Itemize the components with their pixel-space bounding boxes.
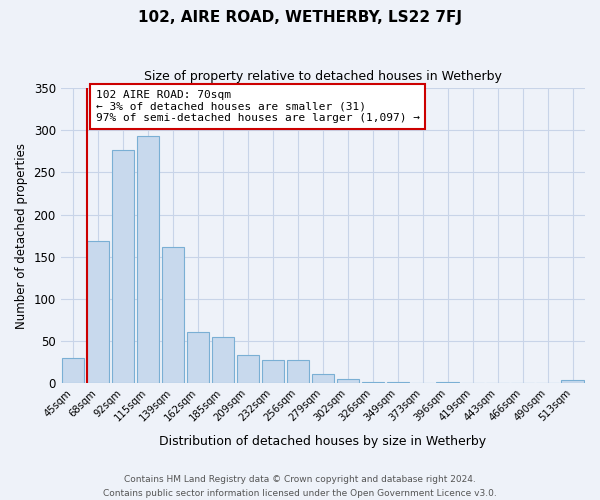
Bar bbox=[137, 136, 159, 383]
Bar bbox=[162, 248, 184, 383]
Bar bbox=[187, 332, 209, 383]
Text: 102, AIRE ROAD, WETHERBY, LS22 7FJ: 102, AIRE ROAD, WETHERBY, LS22 7FJ bbox=[138, 10, 462, 25]
Bar bbox=[436, 382, 459, 383]
Bar bbox=[287, 360, 309, 383]
Bar bbox=[262, 360, 284, 383]
Bar bbox=[212, 338, 234, 383]
Bar bbox=[386, 382, 409, 383]
Y-axis label: Number of detached properties: Number of detached properties bbox=[15, 142, 28, 328]
Bar bbox=[62, 358, 85, 383]
Bar bbox=[561, 380, 584, 383]
Bar bbox=[362, 382, 384, 383]
Bar bbox=[87, 240, 109, 383]
X-axis label: Distribution of detached houses by size in Wetherby: Distribution of detached houses by size … bbox=[159, 434, 487, 448]
Bar bbox=[311, 374, 334, 383]
Bar bbox=[236, 355, 259, 383]
Text: Contains HM Land Registry data © Crown copyright and database right 2024.
Contai: Contains HM Land Registry data © Crown c… bbox=[103, 476, 497, 498]
Title: Size of property relative to detached houses in Wetherby: Size of property relative to detached ho… bbox=[144, 70, 502, 83]
Text: 102 AIRE ROAD: 70sqm
← 3% of detached houses are smaller (31)
97% of semi-detach: 102 AIRE ROAD: 70sqm ← 3% of detached ho… bbox=[95, 90, 419, 123]
Bar bbox=[337, 378, 359, 383]
Bar bbox=[112, 150, 134, 383]
